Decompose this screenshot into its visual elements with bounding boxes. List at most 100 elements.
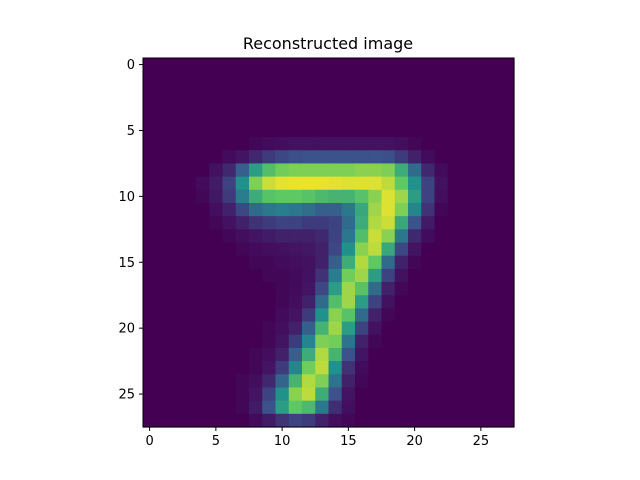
heatmap-cell: [249, 268, 263, 283]
heatmap-cell: [156, 163, 171, 178]
y-tick-label: 15: [118, 256, 135, 271]
heatmap-cell: [461, 308, 475, 323]
heatmap-cell: [368, 97, 383, 112]
heatmap-cell: [288, 413, 303, 428]
heatmap-cell: [288, 110, 303, 125]
heatmap-cell: [421, 387, 436, 402]
heatmap-cell: [447, 84, 462, 99]
heatmap-cell: [474, 202, 489, 217]
heatmap-cell: [474, 268, 489, 283]
heatmap-cell: [156, 110, 171, 125]
heatmap-cell: [500, 400, 515, 415]
heatmap-cell: [474, 387, 489, 402]
heatmap-cell: [249, 150, 263, 165]
heatmap-cell: [196, 58, 210, 72]
heatmap-cell: [143, 242, 157, 257]
heatmap-cell: [275, 268, 290, 283]
heatmap-cell: [169, 347, 184, 362]
heatmap-cell: [156, 387, 171, 402]
heatmap-cell: [408, 123, 422, 138]
heatmap-cell: [487, 71, 502, 85]
heatmap-cell: [474, 255, 489, 270]
heatmap-cell: [500, 321, 515, 336]
heatmap-cell: [461, 255, 475, 270]
heatmap-cell: [368, 334, 383, 349]
heatmap-cell: [434, 123, 449, 138]
heatmap-cell: [156, 123, 171, 138]
heatmap-cell: [209, 361, 224, 375]
heatmap-cell: [156, 71, 171, 85]
heatmap-cell: [143, 321, 157, 336]
heatmap-cell: [474, 334, 489, 349]
heatmap-cell: [368, 321, 383, 336]
heatmap-cell: [302, 84, 316, 99]
heatmap-cell: [421, 308, 436, 323]
heatmap-cell: [328, 202, 343, 217]
heatmap-cell: [394, 255, 409, 270]
heatmap-cell: [275, 295, 290, 309]
heatmap-cell: [421, 163, 436, 178]
heatmap-cell: [408, 189, 422, 204]
heatmap-cell: [143, 268, 157, 283]
heatmap-cell: [302, 189, 316, 204]
heatmap-cell: [381, 137, 396, 151]
heatmap-cell: [196, 137, 210, 151]
heatmap-cell: [341, 295, 356, 309]
heatmap-cell: [328, 400, 343, 415]
heatmap-cell: [394, 58, 409, 72]
heatmap-cell: [408, 97, 422, 112]
heatmap-cell: [328, 242, 343, 257]
heatmap-cell: [368, 176, 383, 191]
heatmap-cell: [275, 216, 290, 230]
heatmap-cell: [288, 400, 303, 415]
heatmap-cell: [408, 58, 422, 72]
heatmap-cell: [447, 268, 462, 283]
heatmap-cell: [235, 242, 250, 257]
heatmap-cell: [262, 374, 277, 389]
heatmap-cell: [328, 387, 343, 402]
heatmap-cell: [209, 123, 224, 138]
heatmap-cell: [461, 374, 475, 389]
heatmap-cell: [381, 110, 396, 125]
heatmap-cell: [341, 255, 356, 270]
heatmap-cell: [408, 110, 422, 125]
heatmap-cell: [500, 97, 515, 112]
heatmap-cell: [249, 295, 263, 309]
heatmap-cell: [288, 282, 303, 296]
heatmap-cell: [421, 347, 436, 362]
heatmap-cell: [408, 400, 422, 415]
heatmap-cell: [408, 374, 422, 389]
heatmap-cell: [394, 110, 409, 125]
heatmap-cell: [315, 176, 330, 191]
heatmap-cell: [421, 242, 436, 257]
x-tick-label: 0: [145, 434, 153, 449]
heatmap-cell: [156, 242, 171, 257]
heatmap-cell: [421, 58, 436, 72]
heatmap-cell: [156, 374, 171, 389]
heatmap-cell: [249, 163, 263, 178]
heatmap-cell: [169, 308, 184, 323]
heatmap-cell: [368, 58, 383, 72]
heatmap-cell: [487, 400, 502, 415]
heatmap-cell: [341, 308, 356, 323]
x-tick-label: 5: [212, 434, 220, 449]
heatmap-cell: [196, 150, 210, 165]
heatmap-cell: [315, 97, 330, 112]
heatmap-cell: [169, 189, 184, 204]
heatmap-cell: [156, 334, 171, 349]
heatmap-cell: [143, 255, 157, 270]
heatmap-cell: [474, 295, 489, 309]
heatmap-cell: [341, 242, 356, 257]
heatmap-cell: [182, 216, 197, 230]
heatmap-cell: [235, 268, 250, 283]
heatmap-cell: [394, 137, 409, 151]
heatmap-cell: [487, 58, 502, 72]
heatmap-cell: [341, 163, 356, 178]
heatmap-cell: [394, 176, 409, 191]
heatmap-cell: [355, 308, 369, 323]
heatmap-cell: [169, 282, 184, 296]
heatmap-cell: [235, 321, 250, 336]
heatmap-cell: [434, 110, 449, 125]
heatmap-cell: [341, 387, 356, 402]
heatmap-cell: [500, 58, 515, 72]
